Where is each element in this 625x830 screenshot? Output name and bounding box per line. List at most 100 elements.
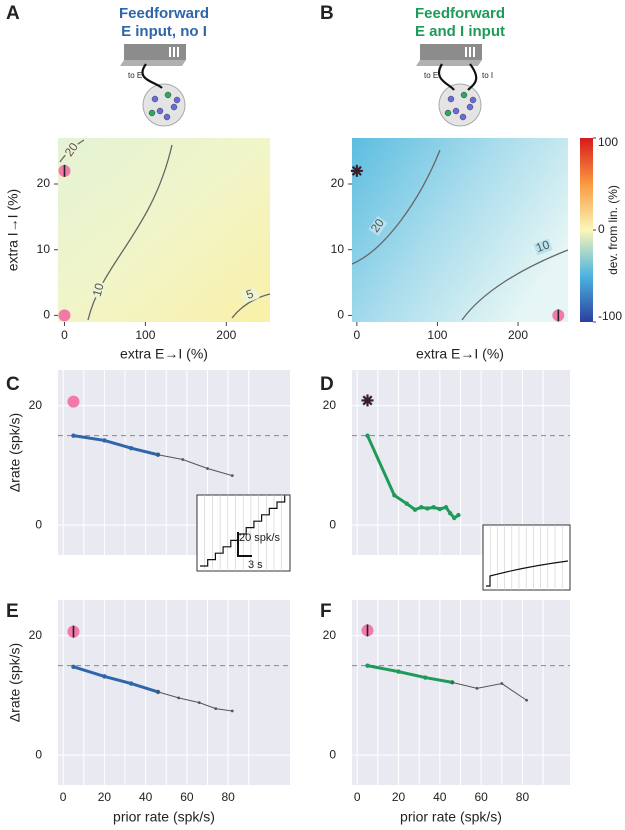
data-point bbox=[365, 663, 370, 668]
x-tick-label: 100 bbox=[427, 328, 447, 342]
scale-label: 3 s bbox=[248, 559, 263, 571]
x-tick-label: 0 bbox=[354, 790, 361, 804]
inset-trace bbox=[200, 495, 286, 567]
y-axis-label: extra I→I (%) bbox=[5, 189, 21, 271]
scale-label: 20 spk/s bbox=[239, 532, 280, 544]
grating bbox=[473, 47, 475, 57]
star-marker bbox=[361, 394, 374, 407]
data-point bbox=[129, 445, 134, 451]
neuron bbox=[163, 113, 171, 121]
colorbar-tick-label: 100 bbox=[598, 135, 618, 149]
y-axis-label: Δrate (spk/s) bbox=[7, 413, 23, 492]
y-tick-label: 20 bbox=[323, 398, 337, 412]
y-tick-label: 0 bbox=[35, 517, 42, 531]
data-point bbox=[443, 505, 449, 510]
data-point bbox=[181, 458, 185, 461]
series-line bbox=[73, 434, 159, 457]
x-tick-label: 40 bbox=[433, 790, 447, 804]
x-tick-label: 20 bbox=[98, 790, 112, 804]
grating bbox=[169, 47, 171, 57]
data-point bbox=[419, 505, 424, 510]
contour-label-bg bbox=[91, 280, 107, 300]
colorbar-label: dev. from lin. (%) bbox=[606, 185, 620, 275]
panel-label: E bbox=[6, 601, 19, 622]
data-point bbox=[425, 506, 430, 511]
neuron bbox=[170, 103, 178, 111]
star-marker bbox=[350, 164, 363, 177]
neuron bbox=[460, 91, 468, 99]
arrow-label: to I bbox=[482, 71, 493, 80]
neuron bbox=[148, 109, 156, 117]
input-arrow bbox=[467, 63, 478, 91]
contour-label-bg bbox=[368, 216, 388, 236]
neuron bbox=[156, 107, 164, 115]
inset-trace bbox=[486, 560, 569, 587]
contour-label: 10 bbox=[534, 237, 552, 255]
panel-title: E input, no I bbox=[121, 23, 207, 40]
colorbar-tick-label: -100 bbox=[598, 309, 622, 323]
data-point bbox=[156, 690, 160, 694]
contour-label-bg bbox=[62, 140, 82, 160]
grating bbox=[469, 47, 471, 57]
data-point bbox=[396, 669, 401, 674]
y-tick-label: 10 bbox=[331, 242, 345, 256]
data-point bbox=[365, 433, 370, 438]
data-point bbox=[71, 664, 76, 670]
data-point bbox=[197, 701, 201, 705]
stimulus-screen-side bbox=[416, 60, 482, 66]
x-tick-label: 0 bbox=[353, 328, 360, 342]
data-point bbox=[102, 438, 107, 443]
data-point bbox=[71, 433, 76, 438]
neuron bbox=[459, 113, 467, 121]
plot-background bbox=[352, 600, 570, 785]
contour-line bbox=[351, 149, 441, 265]
panel-label: B bbox=[320, 3, 334, 24]
y-axis-label: Δrate (spk/s) bbox=[7, 643, 23, 722]
data-point bbox=[102, 674, 107, 679]
data-point bbox=[177, 696, 181, 700]
x-tick-label: 80 bbox=[221, 790, 235, 804]
data-point bbox=[500, 682, 504, 685]
x-tick-label: 0 bbox=[60, 790, 67, 804]
panel-label: A bbox=[6, 3, 20, 24]
x-axis-label: extra E→I (%) bbox=[416, 346, 504, 362]
x-axis-label: extra E→I (%) bbox=[120, 346, 208, 362]
plot-background bbox=[352, 370, 570, 555]
series-line bbox=[452, 681, 527, 701]
stimulus-screen bbox=[124, 44, 186, 60]
x-tick-label: 80 bbox=[516, 790, 530, 804]
data-point bbox=[129, 681, 134, 686]
x-axis-label: prior rate (spk/s) bbox=[400, 809, 502, 825]
y-tick-label: 0 bbox=[43, 308, 50, 322]
y-tick-label: 20 bbox=[37, 176, 51, 190]
input-arrow bbox=[141, 63, 163, 89]
neuron bbox=[151, 95, 159, 103]
network bbox=[438, 83, 482, 127]
y-tick-label: 20 bbox=[29, 628, 43, 642]
series-line bbox=[367, 664, 453, 684]
input-arrow bbox=[437, 63, 455, 91]
x-tick-label: 100 bbox=[135, 328, 155, 342]
heatmap bbox=[352, 138, 568, 322]
grating bbox=[173, 47, 175, 57]
panel-title: Feedforward bbox=[415, 5, 505, 22]
neuron bbox=[164, 91, 172, 99]
data-point bbox=[456, 512, 461, 518]
contour-line bbox=[461, 249, 569, 321]
panel-title: Feedforward bbox=[119, 5, 209, 22]
data-point bbox=[412, 507, 418, 512]
data-point bbox=[450, 680, 454, 684]
stimulus-screen bbox=[420, 44, 482, 60]
x-axis-label: prior rate (spk/s) bbox=[113, 809, 215, 825]
colorbar bbox=[580, 138, 593, 322]
data-point bbox=[214, 707, 218, 711]
data-point bbox=[437, 506, 443, 512]
colorbar-tick-label: 0 bbox=[598, 222, 605, 236]
neuron bbox=[452, 107, 460, 115]
panel-title: E and I input bbox=[415, 23, 505, 40]
contour-line bbox=[231, 293, 271, 319]
y-tick-label: 20 bbox=[331, 176, 345, 190]
data-point bbox=[525, 698, 529, 702]
y-tick-label: 0 bbox=[337, 308, 344, 322]
